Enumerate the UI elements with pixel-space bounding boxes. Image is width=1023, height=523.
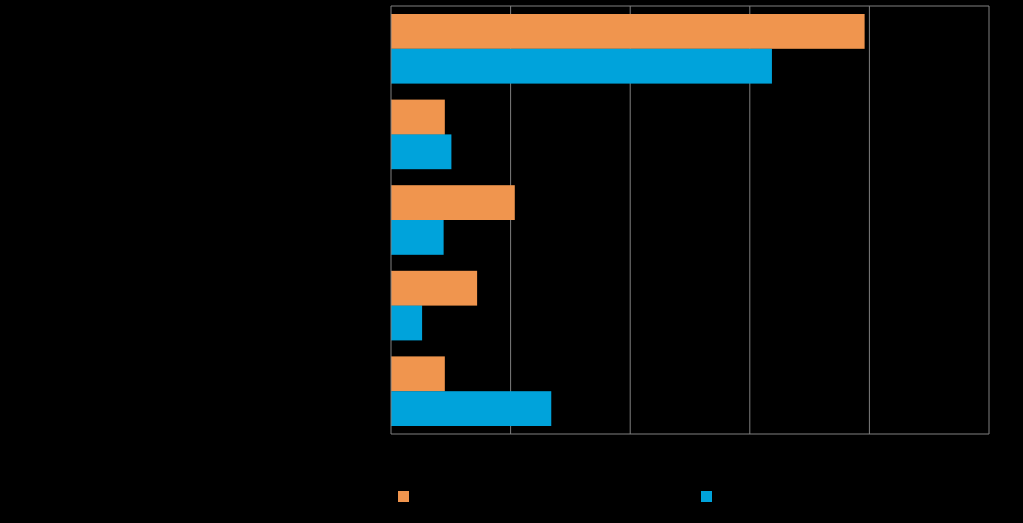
bar-series-2-category-2 xyxy=(391,134,452,170)
legend-marker-series-1 xyxy=(398,491,409,502)
bar-series-1-category-5 xyxy=(391,356,445,392)
bar-series-2-category-5 xyxy=(391,391,552,426)
legend xyxy=(398,491,712,502)
bar-series-2-category-4 xyxy=(391,305,423,341)
bar-series-1-category-4 xyxy=(391,270,478,306)
bar-series-2-category-1 xyxy=(391,48,772,84)
legend-marker-series-2 xyxy=(701,491,712,502)
bar-series-1-category-2 xyxy=(391,99,445,135)
axes xyxy=(390,6,989,435)
bars xyxy=(391,14,865,426)
bar-series-1-category-3 xyxy=(391,185,515,220)
bar-series-1-category-1 xyxy=(391,14,865,49)
bar-series-2-category-3 xyxy=(391,220,444,255)
